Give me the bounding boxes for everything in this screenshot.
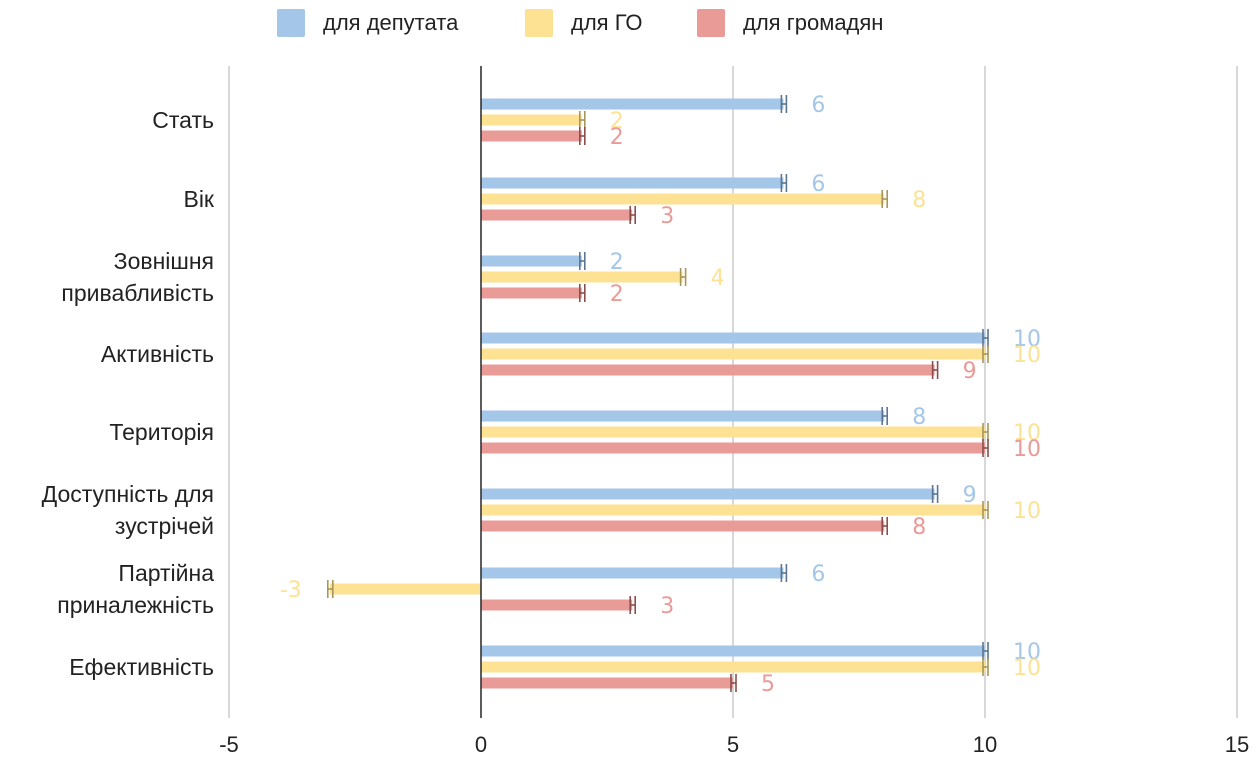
bar [481, 677, 733, 689]
bar [481, 567, 784, 579]
data-label: 8 [912, 515, 926, 540]
legend-swatch [697, 9, 725, 37]
legend: для депутата для ГО для громадян [0, 8, 1259, 38]
data-label: 4 [711, 266, 725, 291]
bar [481, 271, 683, 283]
category-label: Вік [183, 186, 214, 212]
legend-swatch [277, 9, 305, 37]
data-label: 2 [610, 282, 624, 307]
category-label: Стать [152, 107, 214, 133]
category-label: Зовнішня [114, 248, 214, 274]
bar [481, 488, 935, 500]
category-label: привабливість [61, 280, 214, 306]
category-label: Доступність для [42, 481, 214, 507]
category-label: зустрічей [115, 513, 214, 539]
x-tick-label: 10 [973, 732, 997, 757]
data-label: 8 [912, 188, 926, 213]
bar [481, 114, 582, 126]
bar [481, 332, 985, 344]
data-label: 9 [963, 483, 977, 508]
bar [481, 504, 985, 516]
legend-item: для громадян [697, 8, 883, 38]
category-label: Активність [101, 341, 214, 367]
x-tick-label: 15 [1225, 732, 1249, 757]
data-label: 10 [1013, 327, 1041, 352]
category-label: Партійна [118, 560, 214, 586]
data-label: 10 [1013, 437, 1041, 462]
bar [481, 209, 633, 221]
category-label: приналежність [57, 592, 214, 618]
bar [481, 130, 582, 142]
data-label: 10 [1013, 640, 1041, 665]
bar [481, 410, 885, 422]
legend-label: для громадян [743, 10, 884, 35]
legend-item: для ГО [525, 8, 643, 38]
x-tick-label: 5 [727, 732, 739, 757]
bar [481, 287, 582, 299]
bar [481, 255, 582, 267]
data-label: -3 [280, 578, 302, 603]
legend-swatch [525, 9, 553, 37]
data-label: 6 [811, 93, 825, 118]
bar [481, 98, 784, 110]
bar [329, 583, 481, 595]
data-label: 5 [761, 672, 775, 697]
bar [481, 426, 985, 438]
bar [481, 520, 885, 532]
data-label: 10 [1013, 656, 1041, 681]
data-label: 3 [660, 204, 674, 229]
data-label: 2 [610, 250, 624, 275]
bar [481, 442, 985, 454]
data-label: 6 [811, 172, 825, 197]
bar [481, 599, 633, 611]
data-label: 10 [1013, 499, 1041, 524]
category-label: Ефективність [69, 654, 214, 680]
bar [481, 661, 985, 673]
data-label: 6 [811, 562, 825, 587]
data-label: 2 [610, 125, 624, 150]
bar [481, 645, 985, 657]
legend-label: для депутата [323, 10, 459, 35]
data-label: 3 [660, 594, 674, 619]
legend-item: для депутата [277, 8, 458, 38]
bar [481, 193, 885, 205]
data-label: 9 [963, 359, 977, 384]
data-label: 10 [1013, 421, 1041, 446]
bar [481, 348, 985, 360]
bar [481, 177, 784, 189]
data-label: 2 [610, 109, 624, 134]
x-tick-label: 0 [475, 732, 487, 757]
category-label: Територія [109, 419, 214, 445]
legend-label: для ГО [571, 10, 643, 35]
data-label: 8 [912, 405, 926, 430]
x-tick-label: -5 [219, 732, 239, 757]
data-label: 10 [1013, 343, 1041, 368]
bar [481, 364, 935, 376]
